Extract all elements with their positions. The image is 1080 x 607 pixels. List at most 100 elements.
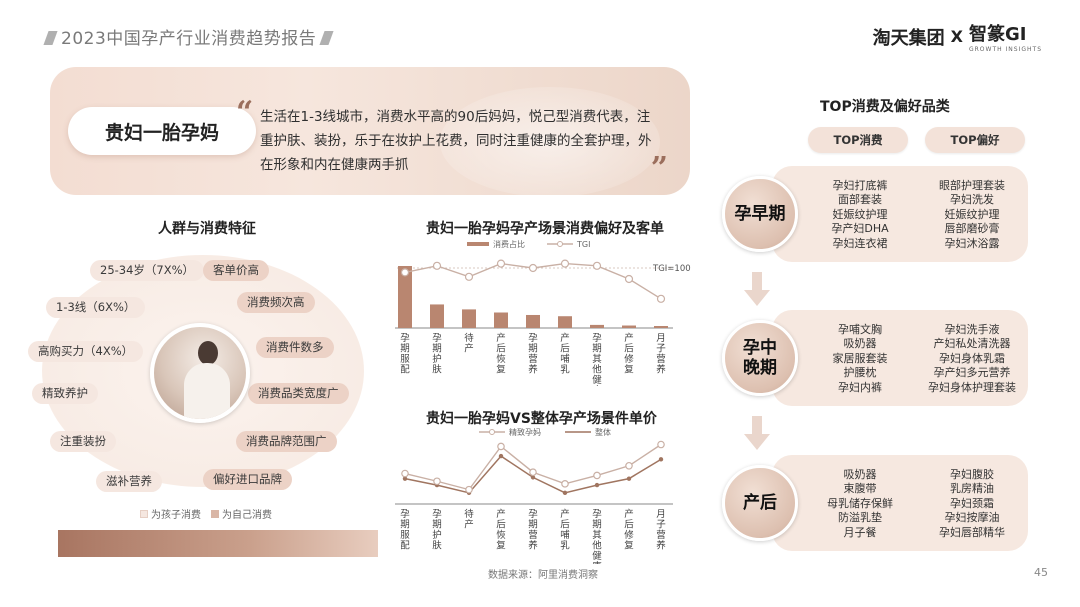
trait-self: 消费频次高: [237, 292, 315, 313]
tick-char: 修: [624, 529, 634, 541]
prefer-item: 孕妇身体护理套装: [928, 380, 1016, 394]
trait-self: 消费件数多: [256, 337, 334, 358]
banner-glow: [440, 87, 660, 195]
tick-char: 期: [400, 520, 410, 531]
series-persona-point: [625, 461, 633, 470]
series-overall-point: [626, 476, 632, 481]
tick-char: 复: [496, 540, 506, 552]
bar: [590, 324, 604, 328]
tick-char: 护: [432, 529, 442, 541]
brand-subtitle: GROWTH INSIGHTS: [968, 46, 1042, 53]
tick-char: 后: [560, 520, 570, 531]
prefer-item: 眼部护理套装: [939, 179, 1005, 192]
prefer-item: 孕妇洗手液: [944, 323, 1000, 336]
stage-name: 孕早期: [735, 204, 786, 224]
tgi-point: [656, 294, 666, 303]
tick-char: 康: [592, 561, 602, 565]
consume-item: 孕妇连衣裙: [832, 236, 888, 250]
tick-char: 哺: [560, 529, 570, 541]
persona-description: 生活在1-3线城市，消费水平高的90后妈妈，悦己型消费代表，注重护肤、装扮，乐于…: [260, 109, 652, 173]
tick-char: 乳: [560, 364, 570, 376]
tick-char: 护: [432, 353, 442, 365]
stage-consume-list: 孕哺文胸 吸奶器 家居服套装 护腰枕 孕妇内裤: [810, 323, 910, 395]
tick-char: 营: [656, 529, 666, 541]
tick-char: 养: [528, 540, 538, 552]
trait-self: 消费品类宽度广: [248, 383, 349, 404]
brand-logo: 淘天集团 X 智篆GI GROWTH INSIGHTS: [873, 20, 1042, 53]
series-persona-point: [465, 485, 473, 494]
tick-char: 他: [592, 364, 602, 376]
bar: [526, 314, 540, 328]
decorative-bar: [58, 530, 378, 557]
prefer-item: 孕妇颈霜: [950, 496, 994, 510]
tick-char: 孕: [400, 333, 410, 344]
tick-char: 期: [528, 520, 538, 531]
trait-kid: 滋补营养: [96, 471, 162, 492]
bar: [622, 325, 636, 328]
tick-char: 复: [624, 540, 634, 552]
prefer-item: 妊娠纹护理: [944, 207, 1000, 221]
brand-x: X: [950, 27, 963, 46]
persona-banner: 贵妇一胎孕妈 “ 生活在1-3线城市，消费水平高的90后妈妈，悦己型消费代表，注…: [50, 67, 690, 195]
bar: [462, 309, 476, 328]
prefer-item: 孕妇唇部精华: [939, 525, 1005, 539]
chart2-svg: 精致孕妈整体孕期服配孕期护肤待产产后恢复孕期营养产后哺乳孕期其他健康防辐射产后修…: [395, 427, 673, 565]
stage-name: 孕中 晚期: [743, 338, 777, 378]
prefer-item: 唇部磨砂膏: [944, 222, 1000, 236]
chart2-title: 贵妇一胎孕妈VS整体孕产场景件单价: [426, 411, 657, 427]
legend-tgi-marker: [557, 241, 563, 247]
prefer-item: 乳房精油: [950, 482, 994, 496]
consume-item: 孕妇打底裤: [832, 179, 888, 192]
tick-char: 产: [464, 519, 474, 531]
pregnant-woman-photo: [150, 323, 250, 423]
stage-name-line: 晚期: [743, 358, 777, 378]
tick-char: 乳: [560, 540, 570, 552]
legend-bar-label: 消费占比: [493, 239, 525, 249]
stage-prefer-list: 眼部护理套装 孕妇洗发 妊娠纹护理 唇部磨砂膏 孕妇沐浴露: [920, 179, 1024, 251]
tick-char: 修: [624, 353, 634, 365]
legend-kid-swatch: [140, 510, 148, 518]
consume-item: 母乳储存保鲜: [827, 496, 893, 510]
consume-item: 妊娠纹护理: [832, 207, 888, 221]
tick-char: 养: [528, 364, 538, 376]
stage-card: 孕妇打底裤 面部套装 妊娠纹护理 孕产妇DHA 孕妇连衣裙 眼部护理套装 孕妇洗发 妊娠纹护理…: [772, 166, 1028, 262]
chart1-legend: 消费占比 TGI: [467, 239, 590, 249]
tick-char: 待: [464, 508, 474, 520]
series-persona-point: [433, 477, 441, 486]
tick-char: 期: [528, 344, 538, 355]
tick-char: 营: [528, 353, 538, 365]
stage-consume-list: 孕妇打底裤 面部套装 妊娠纹护理 孕产妇DHA 孕妇连衣裙: [810, 179, 910, 251]
down-arrow-shape: [744, 272, 770, 306]
series-persona-point: [529, 468, 537, 477]
consume-item: 孕妇内裤: [838, 380, 882, 394]
tick-char: 后: [496, 520, 506, 531]
consume-item: 面部套装: [838, 193, 882, 207]
tick-char: 营: [656, 353, 666, 365]
stage-consume-list: 吸奶器 束腹带 母乳储存保鲜 防溢乳垫 月子餐: [810, 468, 910, 540]
series-overall-point: [658, 457, 664, 462]
tick-char: 配: [400, 365, 410, 376]
tick-char: 健: [592, 374, 602, 386]
tick-char: 后: [560, 344, 570, 355]
stage-card: 孕哺文胸 吸奶器 家居服套装 护腰枕 孕妇内裤 孕妇洗手液 产妇私处清洗器 孕妇身体乳霜 孕产妇…: [772, 310, 1028, 406]
tick-char: 月: [656, 509, 666, 520]
tick-char: 孕: [432, 509, 442, 520]
photo-figure-body: [184, 363, 230, 419]
tgi-point: [464, 272, 474, 281]
tick-char: 哺: [560, 353, 570, 365]
x-tick-label: 待产: [464, 332, 474, 355]
consume-item: 吸奶器: [843, 337, 877, 351]
tick-char: 待: [464, 332, 474, 344]
tick-char: 其: [592, 530, 602, 541]
trait-kid: 注重装扮: [50, 431, 116, 452]
series-persona-point: [593, 471, 601, 480]
prefer-item: 孕妇沐浴露: [944, 236, 1000, 250]
tick-char: 养: [656, 540, 666, 552]
data-source: 数据来源：阿里消费洞察: [488, 570, 598, 581]
legend-s1-marker: [489, 429, 495, 435]
series-overall-point: [530, 475, 536, 480]
series-overall-point: [594, 482, 600, 488]
